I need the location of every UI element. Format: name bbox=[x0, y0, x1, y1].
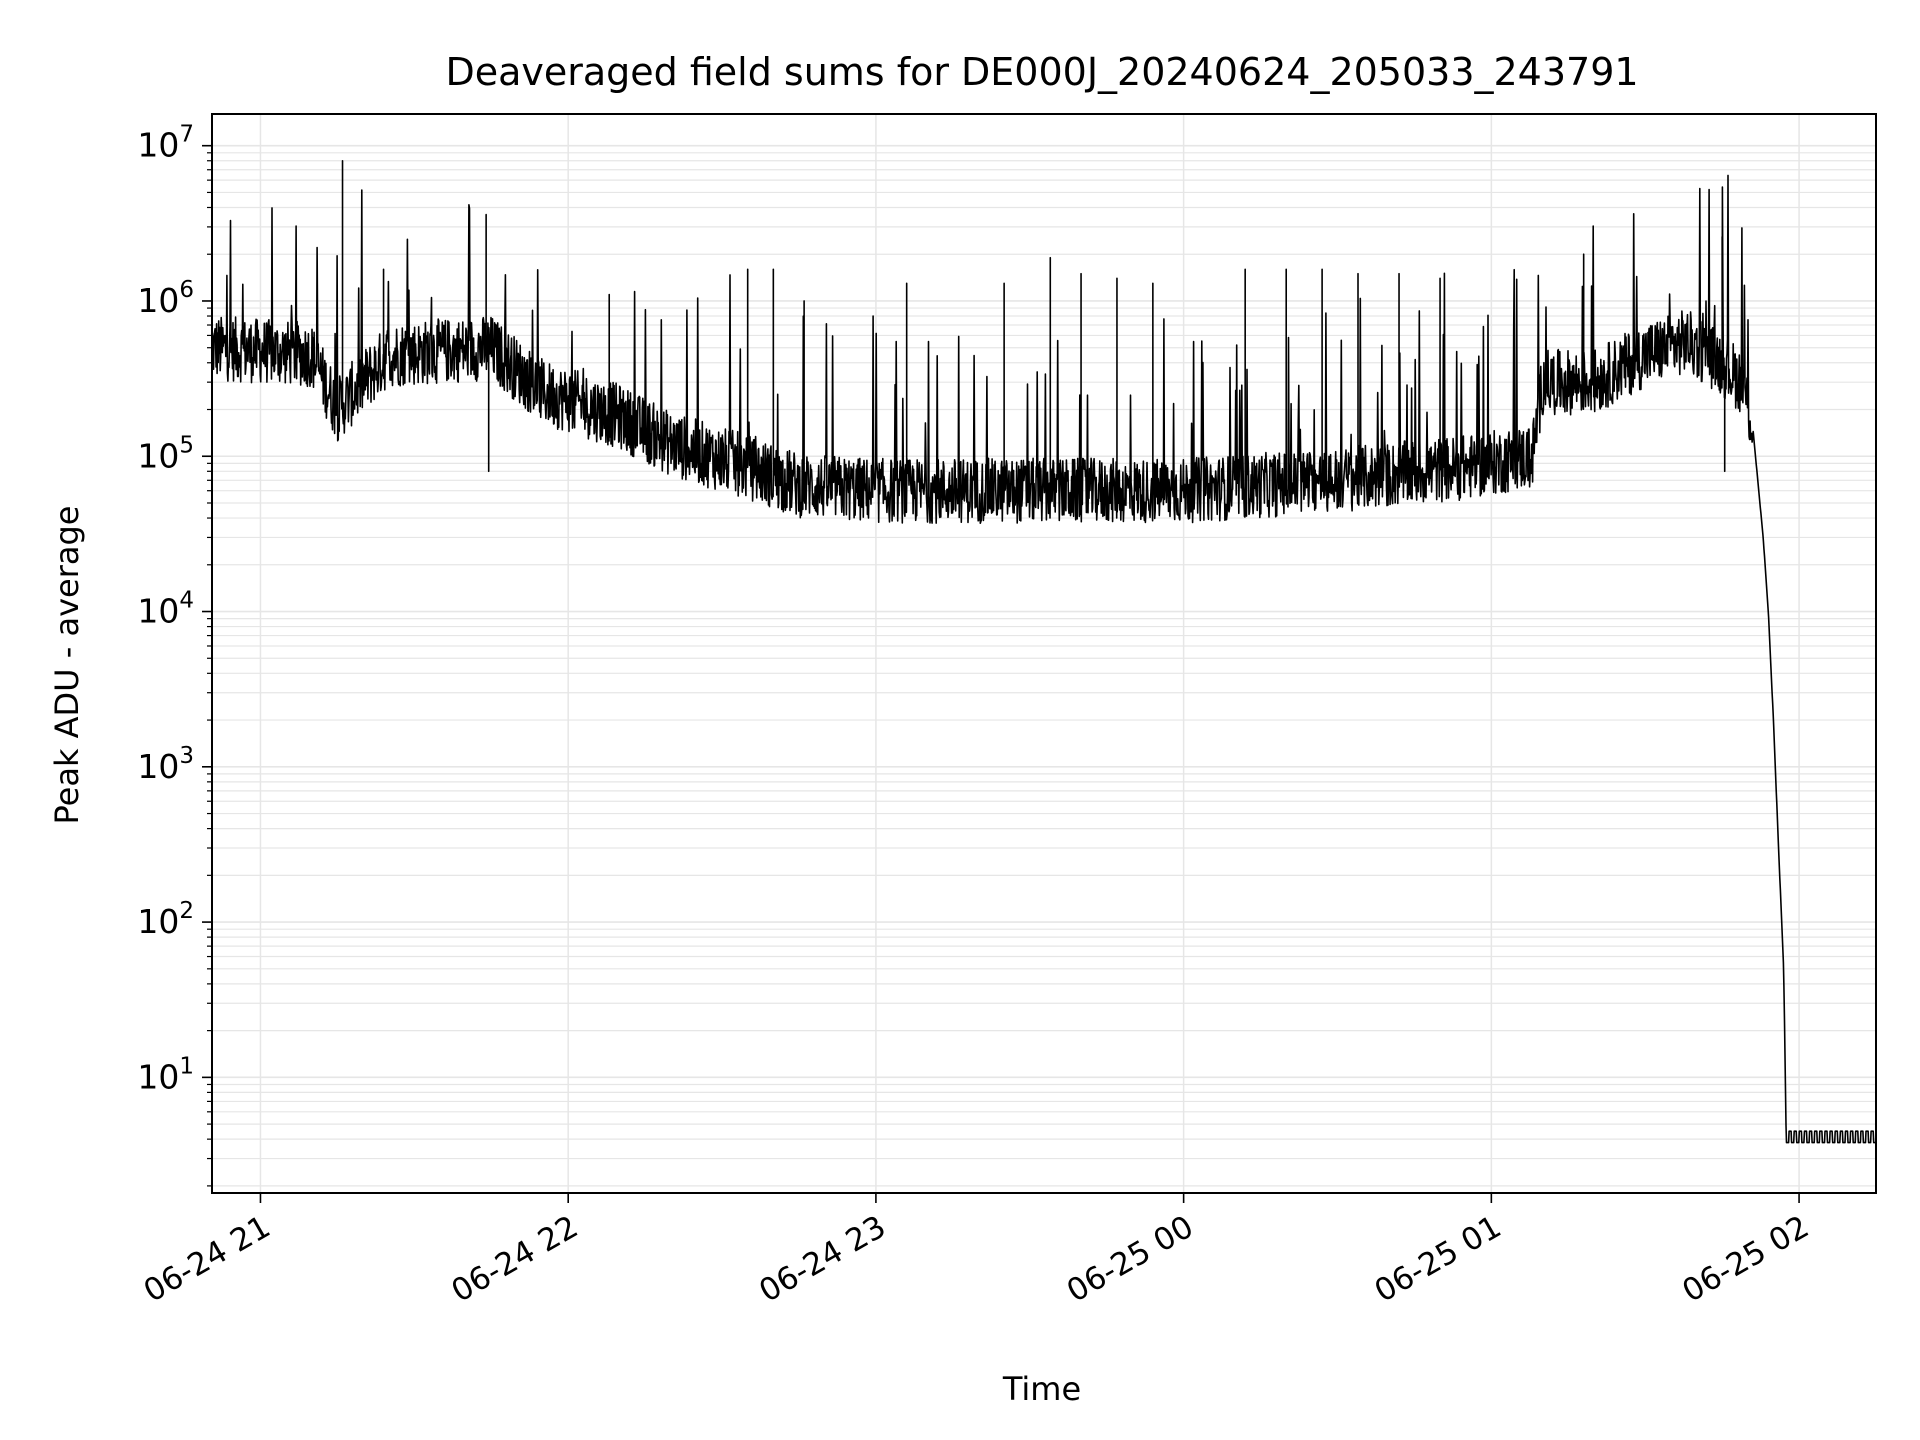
y-tick-label: 102 bbox=[137, 898, 194, 941]
x-tick-label: 06-25 01 bbox=[1369, 1209, 1508, 1310]
y-tick-label: 106 bbox=[137, 277, 194, 320]
y-tick-label: 104 bbox=[137, 588, 194, 631]
y-tick-label: 101 bbox=[137, 1053, 194, 1096]
x-axis-label: Time bbox=[1002, 1370, 1081, 1408]
plot-frame bbox=[211, 113, 1877, 1194]
y-tick-label: 105 bbox=[137, 432, 194, 475]
x-tick-label: 06-25 02 bbox=[1676, 1209, 1815, 1310]
x-tick-label: 06-24 22 bbox=[445, 1209, 584, 1310]
y-tick-label: 107 bbox=[137, 122, 194, 165]
y-axis-label: Peak ADU - average bbox=[48, 506, 86, 825]
chart-title: Deaveraged field sums for DE000J_2024062… bbox=[445, 50, 1638, 94]
data-line bbox=[211, 159, 1876, 1144]
y-tick-label: 103 bbox=[137, 743, 194, 786]
x-tick-label: 06-24 21 bbox=[138, 1209, 277, 1310]
x-tick-label: 06-25 00 bbox=[1061, 1209, 1200, 1310]
grid bbox=[212, 114, 1876, 1193]
x-tick-label: 06-24 23 bbox=[753, 1209, 892, 1310]
